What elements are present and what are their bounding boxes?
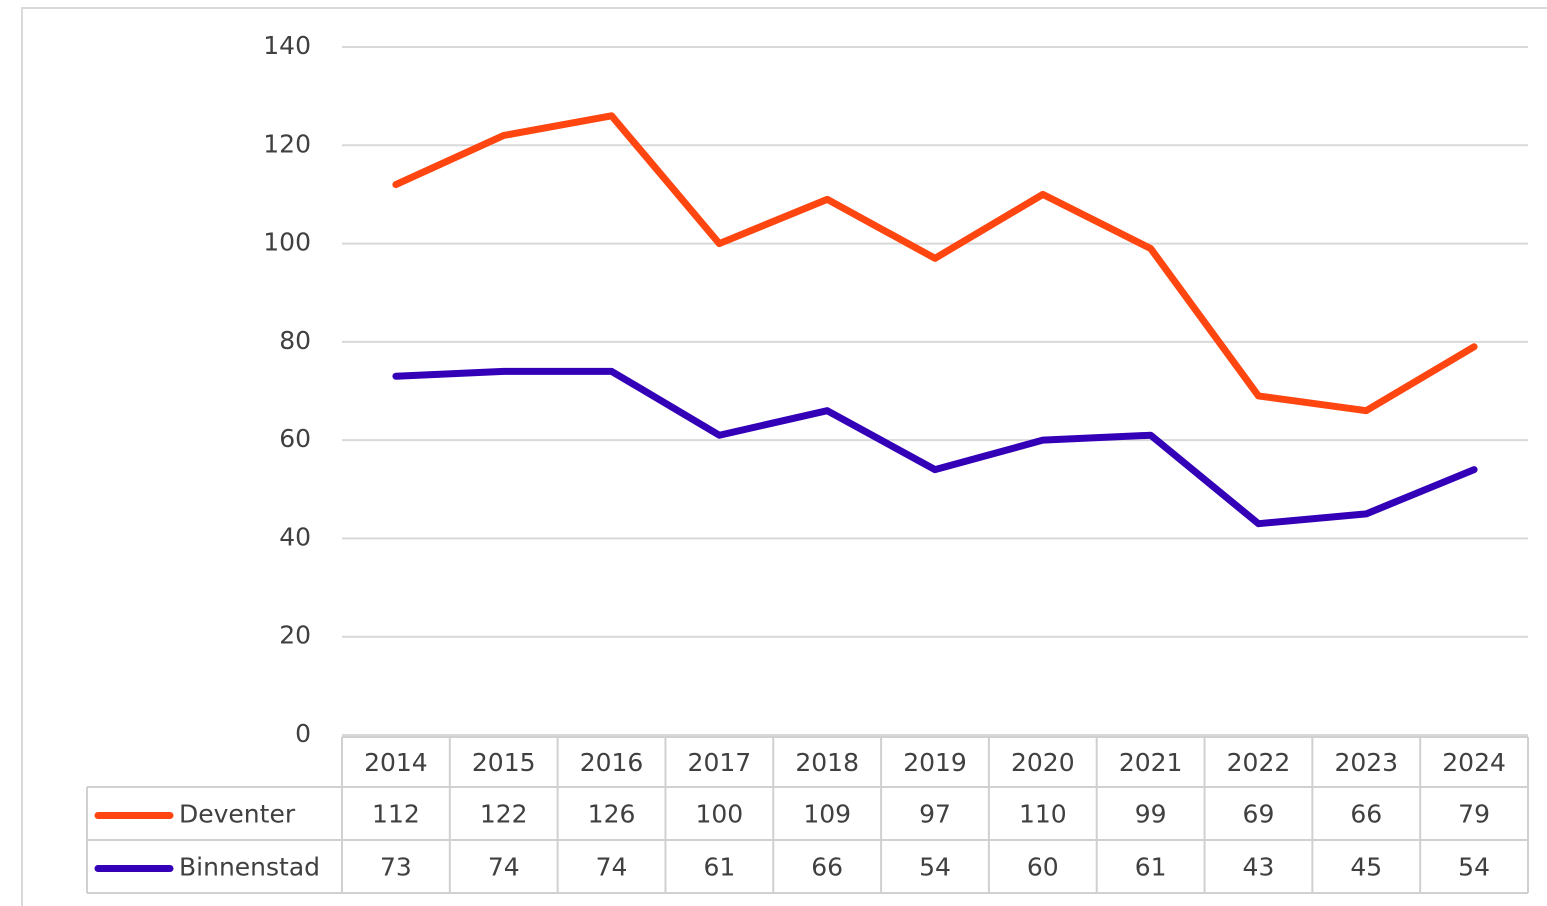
table-value: 54 [919,853,951,882]
table-value: 74 [488,853,520,882]
y-tick-label: 120 [263,129,311,158]
table-value: 74 [596,853,628,882]
table-value: 100 [696,800,744,829]
x-tick-label: 2020 [1011,748,1075,777]
table-value: 69 [1243,800,1275,829]
y-tick-label: 80 [279,326,311,355]
x-tick-label: 2023 [1334,748,1398,777]
x-tick-label: 2014 [364,748,428,777]
legend-label: Binnenstad [179,853,320,882]
y-tick-label: 100 [263,228,311,257]
table-value: 126 [588,800,636,829]
table-value: 60 [1027,853,1059,882]
x-tick-label: 2024 [1442,748,1506,777]
table-value: 79 [1458,800,1490,829]
y-tick-label: 140 [263,31,311,60]
y-tick-label: 0 [295,719,311,748]
x-tick-label: 2018 [795,748,859,777]
series-line [392,112,1478,415]
table-value: 66 [1350,800,1382,829]
table-value: 73 [380,853,412,882]
x-tick-label: 2019 [903,748,967,777]
table-value: 61 [1135,853,1167,882]
table-value: 97 [919,800,951,829]
table-value: 54 [1458,853,1490,882]
x-tick-label: 2015 [472,748,536,777]
table-value: 43 [1243,853,1275,882]
table-value: 112 [372,800,420,829]
x-tick-label: 2016 [580,748,644,777]
table-value: 99 [1135,800,1167,829]
y-tick-label: 40 [279,522,311,551]
table-value: 122 [480,800,528,829]
table-value: 110 [1019,800,1067,829]
x-tick-label: 2022 [1227,748,1291,777]
legend-label: Deventer [179,800,296,829]
series-line [392,367,1478,528]
y-tick-label: 20 [279,621,311,650]
x-tick-label: 2021 [1119,748,1183,777]
chart-frame [21,7,1547,906]
table-value: 109 [803,800,851,829]
x-tick-label: 2017 [688,748,752,777]
y-tick-label: 60 [279,424,311,453]
table-value: 45 [1350,853,1382,882]
table-value: 61 [703,853,735,882]
table-value: 66 [811,853,843,882]
